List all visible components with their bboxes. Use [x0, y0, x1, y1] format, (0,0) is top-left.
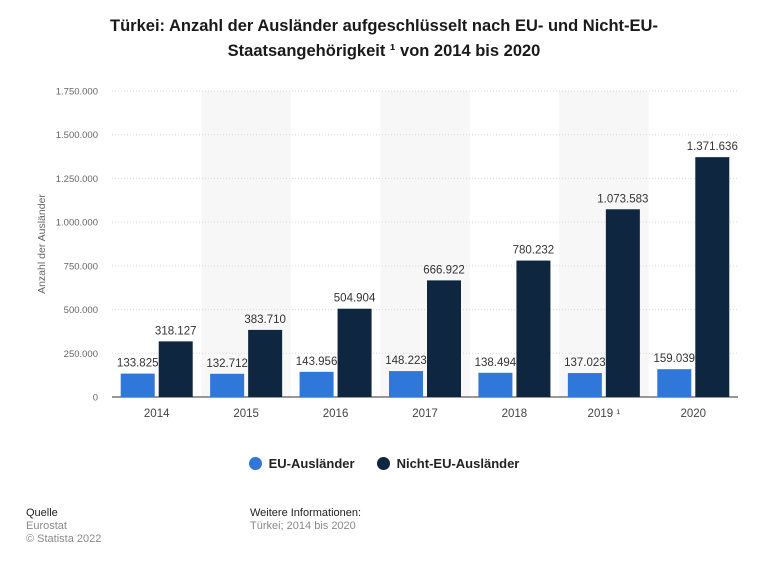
bar-chart: 0 250.000 500.000 750.000 1.000.000 1.250.000…: [36, 87, 738, 420]
bar-non-eu: [427, 280, 461, 397]
source-heading: Quelle: [26, 507, 58, 519]
bar-non-eu: [516, 260, 551, 397]
data-label: 148.223: [385, 355, 427, 367]
bar-non-eu: [695, 157, 730, 397]
chart-title: Türkei: Anzahl der Ausländer aufgeschlüs…: [0, 14, 768, 64]
bar-non-eu: [337, 308, 372, 397]
bar-eu: [389, 371, 423, 397]
y-tick-label: 1.000.000: [56, 218, 98, 229]
x-tick-label: 2016: [323, 408, 349, 420]
source-block: Quelle Eurostat © Statista 2022: [26, 507, 101, 546]
y-tick-label: 1.750.000: [56, 87, 98, 98]
chart-title-line-1: Türkei: Anzahl der Ausländer aufgeschlüs…: [110, 17, 658, 35]
bar-non-eu: [158, 341, 193, 397]
data-label: 159.039: [653, 353, 695, 365]
y-tick-label: 500.000: [64, 305, 98, 316]
info-heading: Weitere Informationen:: [250, 507, 362, 519]
chart-title-line-2: Staatsangehörigkeit ¹ von 2014 bis 2020: [227, 42, 541, 60]
x-tick-label: 2018: [502, 408, 528, 420]
data-label: 504.904: [334, 293, 376, 305]
x-tick-label: 2014: [144, 408, 170, 420]
source-line-eurostat[interactable]: Eurostat: [26, 520, 67, 532]
bar-eu: [478, 372, 513, 397]
x-tick-label: 2015: [233, 408, 259, 420]
x-tick-label: 2017: [412, 408, 438, 420]
data-label: 133.825: [117, 358, 159, 370]
y-axis-title: Anzahl der Ausländer: [36, 194, 48, 294]
data-label: 132.712: [206, 358, 248, 370]
chart-legend: EU-Ausländer Nicht-EU-Ausländer: [0, 456, 768, 471]
bar-eu: [657, 369, 692, 397]
bar-eu: [120, 373, 155, 397]
y-tick-label: 1.250.000: [56, 174, 98, 185]
legend-item-non-eu[interactable]: Nicht-EU-Ausländer: [376, 456, 520, 471]
legend-marker-eu: [248, 457, 262, 470]
data-label: 1.073.583: [597, 193, 648, 205]
data-label: 143.956: [296, 356, 338, 368]
data-label: 138.494: [475, 357, 517, 369]
bar-eu: [299, 371, 334, 397]
info-block: Weitere Informationen: Türkei; 2014 bis …: [250, 507, 361, 533]
legend-item-eu[interactable]: EU-Ausländer: [248, 456, 355, 471]
data-label: 780.232: [513, 245, 555, 257]
legend-label-eu: EU-Ausländer: [268, 456, 355, 471]
y-tick-label: 250.000: [64, 349, 98, 360]
bar-eu: [567, 373, 602, 397]
x-tick-label: 2020: [680, 408, 706, 420]
legend-marker-non-eu: [376, 457, 390, 470]
x-tick-label: 2019 ¹: [588, 408, 621, 420]
source-line-copyright: © Statista 2022: [26, 533, 102, 545]
y-tick-label: 1.500.000: [56, 130, 98, 141]
data-label: 318.127: [155, 325, 197, 337]
data-label: 1.371.636: [687, 141, 738, 153]
y-tick-label: 0: [93, 393, 98, 404]
y-tick-label: 750.000: [64, 261, 98, 272]
bar-non-eu: [605, 209, 640, 397]
data-label: 666.922: [423, 264, 465, 276]
info-line: Türkei; 2014 bis 2020: [250, 520, 356, 532]
bar-non-eu: [248, 329, 283, 397]
data-label: 137.023: [564, 357, 606, 369]
data-label: 383.710: [244, 314, 286, 326]
bar-eu: [210, 373, 245, 397]
legend-label-non-eu: Nicht-EU-Ausländer: [396, 456, 520, 471]
